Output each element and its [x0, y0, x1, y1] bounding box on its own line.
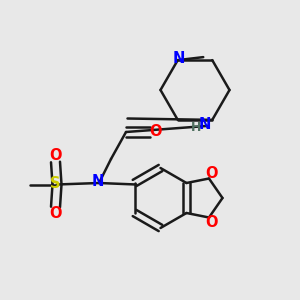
- Text: N: N: [199, 117, 211, 132]
- Text: N: N: [91, 174, 104, 189]
- Text: H: H: [190, 121, 201, 134]
- Text: O: O: [206, 166, 218, 181]
- Text: N: N: [173, 51, 185, 66]
- Text: O: O: [49, 148, 62, 164]
- Text: O: O: [49, 206, 62, 220]
- Text: O: O: [206, 215, 218, 230]
- Text: O: O: [149, 124, 162, 140]
- Text: S: S: [50, 176, 61, 191]
